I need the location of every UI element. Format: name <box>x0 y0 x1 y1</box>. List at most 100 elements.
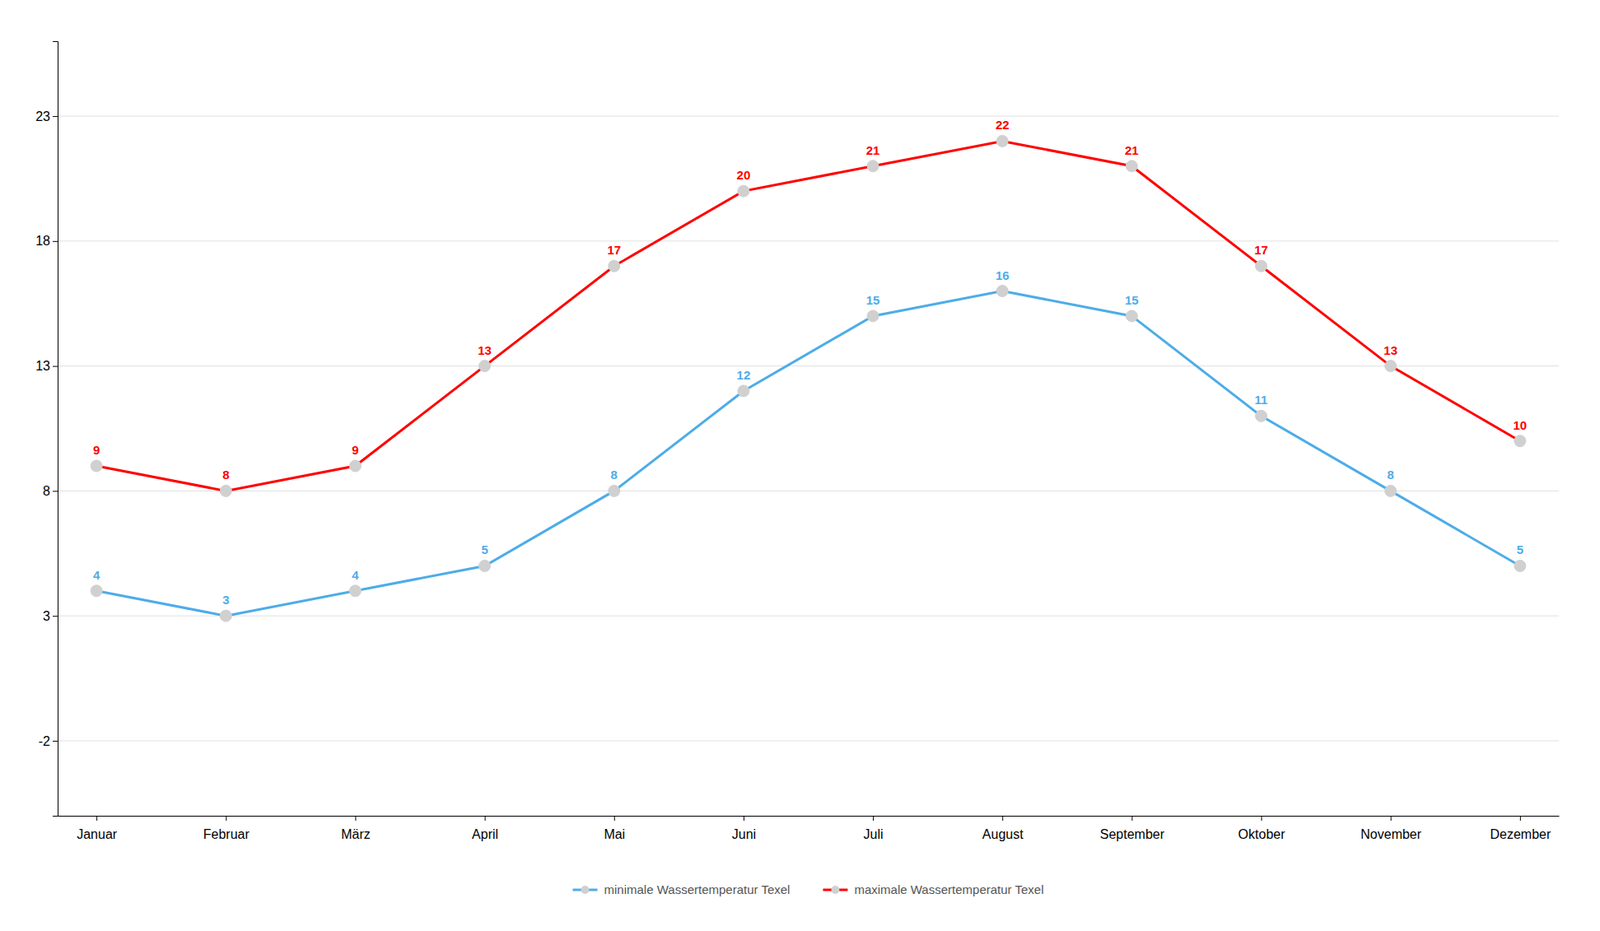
legend-label: maximale Wassertemperatur Texel <box>853 882 1044 897</box>
x-tick-label: November <box>1360 827 1422 842</box>
data-label: 4 <box>93 568 101 583</box>
data-label: 10 <box>1513 418 1528 433</box>
data-label: 15 <box>866 293 881 308</box>
x-tick-mark <box>1131 816 1133 821</box>
point-marker <box>608 485 621 497</box>
point-marker <box>737 385 750 397</box>
series-line <box>96 140 1521 491</box>
x-tick-label: Oktober <box>1238 827 1287 842</box>
point-marker <box>996 285 1008 298</box>
grid-line <box>57 490 1559 492</box>
point-marker <box>608 260 621 272</box>
data-label: 3 <box>222 592 229 607</box>
x-axis: JanuarFebruarMärzAprilMaiJuniJuliAugustS… <box>58 816 1560 842</box>
y-tick-label: 8 <box>42 484 51 499</box>
data-label: 17 <box>1254 242 1269 257</box>
x-tick-mark <box>743 816 745 821</box>
x-tick-label: Juli <box>863 827 884 842</box>
plot-area: -238131823JanuarFebruarMärzAprilMaiJuniJ… <box>35 41 1559 843</box>
x-tick-mark <box>225 816 227 821</box>
x-tick-mark <box>1520 816 1521 821</box>
legend-label: minimale Wassertemperatur Texel <box>604 882 791 897</box>
data-labels: 43458121516151185989131720212221171310 <box>93 117 1527 607</box>
y-tick-mark <box>52 615 58 617</box>
y-tick-mark <box>52 116 58 117</box>
point-marker <box>1385 485 1397 497</box>
point-marker <box>867 310 879 322</box>
legend-item: minimale Wassertemperatur Texel <box>573 882 791 897</box>
data-label: 9 <box>93 443 100 458</box>
data-label: 13 <box>477 343 492 358</box>
x-tick-label: März <box>340 827 371 842</box>
data-label: 5 <box>480 542 488 557</box>
series-line <box>96 291 1521 617</box>
x-tick-mark <box>485 816 486 821</box>
data-label: 13 <box>1383 343 1398 358</box>
point-marker <box>1125 160 1138 173</box>
y-tick-mark <box>52 241 58 243</box>
x-tick: März <box>340 816 371 842</box>
x-tick: August <box>982 816 1024 842</box>
x-tick-label: Dezember <box>1489 827 1551 842</box>
x-tick: April <box>471 816 499 842</box>
y-tick-label: -2 <box>38 734 51 749</box>
data-label: 8 <box>611 467 618 482</box>
point-marker <box>867 160 879 173</box>
x-tick-mark <box>614 816 616 821</box>
x-tick-mark <box>96 816 98 821</box>
x-tick: Juli <box>863 816 884 842</box>
data-label: 4 <box>351 568 360 583</box>
x-tick-label: Februar <box>203 827 251 842</box>
x-tick: September <box>1100 816 1166 842</box>
point-marker <box>90 585 103 598</box>
data-label: 11 <box>1254 392 1269 407</box>
point-marker <box>219 485 232 497</box>
point-marker <box>1255 260 1268 272</box>
point-marker <box>349 460 361 472</box>
y-tick: -2 <box>38 734 58 749</box>
data-label: 16 <box>995 268 1010 283</box>
x-tick: Februar <box>203 816 251 842</box>
legend-marker <box>830 886 840 895</box>
point-marker <box>479 360 491 373</box>
legend-item: maximale Wassertemperatur Texel <box>822 882 1044 897</box>
y-tick-mark <box>52 490 58 492</box>
grid-line <box>57 740 1559 742</box>
y-tick-label: 23 <box>35 109 51 124</box>
x-tick: Januar <box>76 816 118 842</box>
x-tick-mark <box>1390 816 1392 821</box>
grid-line <box>57 116 1559 117</box>
point-marker <box>219 610 232 622</box>
point-marker <box>1385 360 1397 373</box>
marks <box>90 135 1526 622</box>
data-label: 5 <box>1516 542 1524 557</box>
point-marker <box>349 585 361 598</box>
grid-line <box>57 240 1559 242</box>
x-tick-mark <box>1261 816 1263 821</box>
grid-line <box>57 615 1559 617</box>
point-marker <box>737 185 750 197</box>
x-tick: Mai <box>603 816 626 842</box>
data-label: 9 <box>351 443 359 458</box>
y-tick-label: 18 <box>35 233 51 248</box>
y-tick: 13 <box>35 359 58 374</box>
y-tick-mark <box>52 366 58 368</box>
grid-line <box>57 365 1559 367</box>
y-axis-line <box>52 41 59 817</box>
data-label: 21 <box>866 143 881 158</box>
x-tick: November <box>1360 816 1422 842</box>
y-axis: -2 3 8 13 18 23 <box>35 41 58 817</box>
x-tick-label: September <box>1100 827 1166 842</box>
y-tick: 3 <box>42 609 58 624</box>
data-label: 20 <box>737 167 752 182</box>
x-tick-label: Mai <box>603 827 626 842</box>
x-tick-mark <box>872 816 874 821</box>
data-label: 17 <box>606 242 621 257</box>
y-tick: 8 <box>42 484 58 499</box>
grid <box>57 116 1559 742</box>
legend: minimale Wassertemperatur Texel maximale … <box>573 882 1045 897</box>
x-tick: Dezember <box>1489 816 1551 842</box>
legend-marker <box>581 886 590 895</box>
data-label: 22 <box>995 117 1010 132</box>
point-marker <box>1514 559 1526 572</box>
